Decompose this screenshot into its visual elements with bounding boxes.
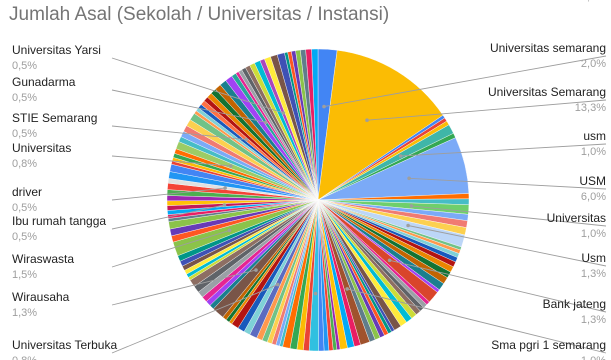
slice-label-percent: 0,5% [12,202,37,214]
pie-slices [166,48,470,352]
slice-label: Ibu rumah tangga 0,5% [12,214,106,243]
slice-label-name: Universitas Yarsi [12,43,101,57]
leader-dot [313,291,318,296]
slice-label: driver 0,5% [12,185,42,214]
slice-label-percent: 0,5% [12,92,37,104]
slice-label-percent: 13,3% [575,102,606,114]
pie-slice [311,48,319,201]
slice-label: Universitas Terbuka 0,8% [12,338,117,360]
slice-label-name: Wirausaha [12,290,70,304]
leader-line [111,125,247,141]
slice-label-percent: 1,3% [581,314,606,326]
leader-line [408,225,607,267]
slice-labels: Universitas semarang 2,0% Universitas Sema… [12,0,606,360]
leader-dot [407,176,411,181]
slice-label-name: Wiraswasta [12,252,74,266]
leader-dot [406,223,410,228]
slice-label-name: STIE Semarang [12,111,97,125]
slice-label-percent: 1,0% [581,0,606,3]
leader-dot [345,287,350,291]
leader-dot [264,120,268,125]
leader-dot [322,104,326,109]
slice-label-name: USM [579,174,606,188]
leader-line [111,204,225,230]
slice-label-percent: 0,5% [12,128,37,140]
leader-line [111,187,226,201]
leader-line [111,269,257,306]
slice-label-percent: 1,0% [581,355,606,360]
slice-label-percent: 2,0% [581,58,606,70]
slice-label-name: driver [12,185,42,199]
slice-label-percent: 0,5% [12,231,37,243]
leader-line [111,229,230,268]
leader-line [111,57,284,114]
slice-label: usm 1,0% [581,129,606,158]
leader-dot [365,118,369,122]
leader-dot [254,268,258,272]
slice-label: Universitas 1,0% [547,211,607,240]
slice-label-name: Universitas [547,0,606,3]
slice-label-name: Bank jateng [543,297,606,311]
leader-dot [229,164,233,168]
pie-slice-labeled [317,49,444,201]
leader-dot [409,204,414,208]
slice-label: Universitas 0,8% [12,141,71,170]
slice-label-percent: 1,0% [581,146,606,158]
slice-label: Universitas Semarang 13,3% [488,85,606,114]
slice-label: USM 6,0% [579,174,606,203]
slice-label: Usm 1,3% [581,251,606,280]
leader-line [111,155,231,167]
slice-label-percent: 0,8% [12,158,37,170]
leader-line [347,288,607,354]
slice-label-name: Universitas [547,211,606,225]
slice-label: Sma pgri 1 semarang 1,0% [491,338,606,360]
leader-line [411,205,607,227]
leader-dot [244,137,249,142]
leader-dot [227,228,232,233]
slice-label: STIE Semarang 0,5% [12,111,97,140]
slice-label-name: Universitas Terbuka [12,338,117,352]
leader-line [409,177,607,190]
leader-lines [111,55,607,354]
slice-label-percent: 1,5% [12,269,37,281]
leader-line [389,259,607,313]
slice-label-name: Sma pgri 1 semarang [491,338,606,352]
slice-label-name: Usm [581,251,606,265]
leader-dot [276,282,280,287]
slice-label-name: Universitas [12,141,71,155]
slice-label-percent: 1,3% [581,268,606,280]
slice-label: Wiraswasta 1,5% [12,252,74,281]
slice-label: Universitas Yarsi 0,5% [12,43,101,72]
slice-label-percent: 6,0% [581,191,606,203]
leader-dot [281,111,286,115]
leader-line [400,143,607,157]
leader-dot [387,258,392,263]
leader-line [111,89,266,123]
slice-label-percent: 0,5% [12,60,37,72]
slice-label: Universitas semarang 2,0% [490,41,606,70]
slice-label-name: Universitas semarang [490,41,606,55]
slice-label-percent: 1,0% [581,228,606,240]
slice-label: Wirausaha 1,3% [12,290,70,319]
leader-line [323,55,607,108]
slice-label-name: Universitas Semarang [488,85,606,99]
slice-label-percent: 0,8% [12,355,37,360]
leader-dot [398,154,403,158]
chart-title: Jumlah Asal (Sekolah / Universitas / Ins… [9,4,390,25]
slice-label-name: usm [583,129,606,143]
slice-label: Gunadarma 0,5% [12,75,76,104]
leader-line [366,99,607,121]
slice-label-percent: 1,3% [12,307,37,319]
leader-line [111,284,278,354]
leader-dot [222,203,227,207]
slice-label: Bank jateng 1,3% [543,297,607,326]
slice-label-name: Gunadarma [12,75,76,89]
leader-dot [223,186,227,190]
slice-label-name: Ibu rumah tangga [12,214,106,228]
